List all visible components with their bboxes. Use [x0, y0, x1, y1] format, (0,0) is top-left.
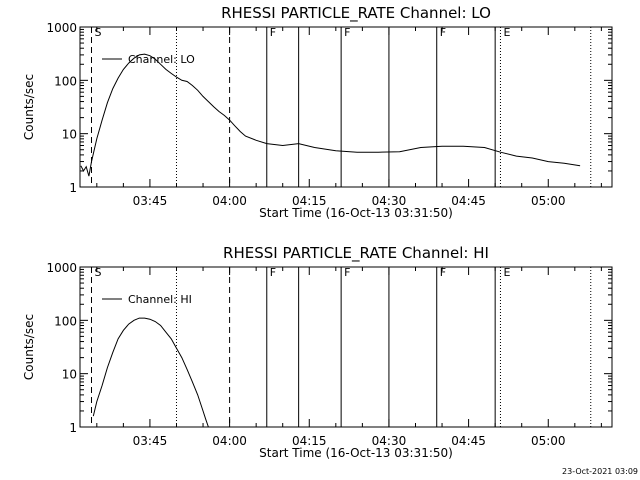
x-tick-label: 04:30	[372, 434, 407, 448]
x-tick-label: 03:45	[133, 194, 168, 208]
footer-date: 23-Oct-2021 03:09	[562, 467, 638, 476]
event-marker-label: E	[503, 266, 510, 279]
event-marker-label: S	[95, 266, 102, 279]
chart-panel-2: RHESSI PARTICLE_RATE Channel: HI S F F F E 1 10…	[22, 244, 613, 460]
y-axis-label: Counts/sec	[22, 314, 36, 380]
y-tick-label: 10	[62, 128, 77, 142]
event-marker-label: S	[95, 26, 102, 39]
chart-title: RHESSI PARTICLE_RATE Channel: LO	[221, 4, 491, 23]
y-tick-label: 100	[54, 314, 77, 328]
x-tick-label: 04:00	[212, 194, 247, 208]
series-line	[80, 53, 581, 177]
chart-title: RHESSI PARTICLE_RATE Channel: HI	[223, 244, 489, 263]
x-tick-label: 03:45	[133, 434, 168, 448]
series-line	[92, 317, 209, 428]
x-tick-label: 04:00	[212, 434, 247, 448]
y-tick-label: 1000	[46, 21, 77, 35]
legend-entry: Channel: HI	[128, 293, 192, 306]
event-marker-label: F	[344, 26, 350, 39]
x-axis-label: Start Time (16-Oct-13 03:31:50)	[259, 206, 453, 220]
y-tick-label: 1000	[46, 261, 77, 275]
chart-panel-1: RHESSI PARTICLE_RATE Channel: LO S F F F E 1 10…	[22, 4, 613, 220]
legend-entry: Channel: LO	[128, 53, 195, 66]
event-marker-label: F	[270, 266, 276, 279]
x-axis-label: Start Time (16-Oct-13 03:31:50)	[259, 446, 453, 460]
plot-frame	[79, 26, 613, 188]
x-tick-label: 04:30	[372, 194, 407, 208]
x-tick-label: 04:15	[292, 194, 327, 208]
y-tick-label: 100	[54, 74, 77, 88]
y-tick-label: 10	[62, 368, 77, 382]
x-tick-label: 04:45	[451, 434, 486, 448]
event-marker-label: F	[440, 266, 446, 279]
x-tick-label: 05:00	[531, 194, 566, 208]
event-marker-label: F	[344, 266, 350, 279]
y-tick-label: 1	[69, 181, 77, 195]
x-tick-label: 04:15	[292, 434, 327, 448]
event-marker-label: F	[270, 26, 276, 39]
y-axis-label: Counts/sec	[22, 74, 36, 140]
event-marker-label: E	[503, 26, 510, 39]
y-tick-label: 1	[69, 421, 77, 435]
x-tick-label: 04:45	[451, 194, 486, 208]
event-marker-label: F	[440, 26, 446, 39]
plot-frame	[79, 266, 613, 428]
x-tick-label: 05:00	[531, 434, 566, 448]
